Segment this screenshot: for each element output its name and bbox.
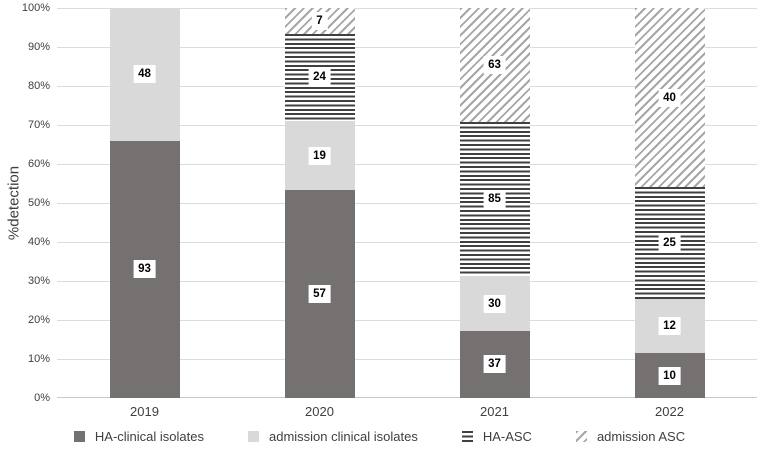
y-tick-label: 90%: [27, 41, 50, 53]
data-label: 40: [658, 88, 681, 107]
data-label: 37: [483, 355, 506, 374]
x-tick-label-2019: 2019: [130, 404, 159, 419]
gridline: [57, 203, 757, 204]
y-tick-label: 60%: [27, 158, 50, 170]
y-tick-label: 30%: [27, 275, 50, 287]
bar-2022: 10 12 25 40: [634, 8, 705, 398]
gridline: [57, 164, 757, 165]
legend-item: HA-clinical isolates: [73, 429, 204, 444]
data-label: 24: [308, 68, 331, 87]
horizontal-stripes-swatch-icon: [461, 431, 473, 442]
data-label: 85: [483, 190, 506, 209]
y-tick-label: 100%: [21, 2, 50, 14]
legend-label: HA-clinical isolates: [94, 429, 204, 444]
gridline: [57, 320, 757, 321]
data-label: 57: [308, 285, 331, 304]
bar-2021: 37 30 85 63: [459, 8, 530, 398]
data-label: 10: [658, 366, 681, 385]
gridline: [57, 281, 757, 282]
legend-item: HA-ASC: [461, 429, 532, 444]
gridline: [57, 125, 757, 126]
solid-dark-swatch-icon: [73, 431, 85, 442]
bar-2020: 57 19 24 7: [284, 8, 355, 398]
y-tick-label: 10%: [27, 353, 50, 365]
gridline: [57, 8, 757, 9]
data-label: 25: [658, 234, 681, 253]
bar-2019: 93 48: [109, 8, 180, 398]
gridline: [57, 397, 757, 398]
data-label: 7: [311, 11, 328, 30]
diagonal-stripes-swatch-icon: [575, 431, 587, 442]
y-tick-label: 80%: [27, 80, 50, 92]
solid-light-swatch-icon: [247, 431, 259, 442]
gridline: [57, 359, 757, 360]
legend-label: HA-ASC: [482, 429, 532, 444]
gridline: [57, 242, 757, 243]
data-label: 19: [308, 146, 331, 165]
legend: HA-clinical isolates admission clinical i…: [0, 429, 759, 444]
data-label: 63: [483, 56, 506, 75]
data-label: 93: [133, 260, 156, 279]
gridline: [57, 47, 757, 48]
x-tick-label-2020: 2020: [305, 404, 334, 419]
x-tick-label-2022: 2022: [655, 404, 684, 419]
y-tick-label: 40%: [27, 236, 50, 248]
data-label: 30: [483, 294, 506, 313]
legend-item: admission clinical isolates: [247, 429, 418, 444]
y-tick-label: 20%: [27, 314, 50, 326]
y-tick-label: 70%: [27, 119, 50, 131]
x-tick-label-2021: 2021: [480, 404, 509, 419]
data-label: 12: [658, 317, 681, 336]
y-tick-label: 0%: [34, 392, 50, 404]
gridline: [57, 86, 757, 87]
legend-label: admission ASC: [596, 429, 686, 444]
y-tick-label: 50%: [27, 197, 50, 209]
legend-item: admission ASC: [575, 429, 686, 444]
data-label: 48: [133, 65, 156, 84]
plot-area: 93 48 57 19 24 7 37 30 85 63 10 12 25 40: [57, 8, 757, 398]
legend-label: admission clinical isolates: [268, 429, 418, 444]
